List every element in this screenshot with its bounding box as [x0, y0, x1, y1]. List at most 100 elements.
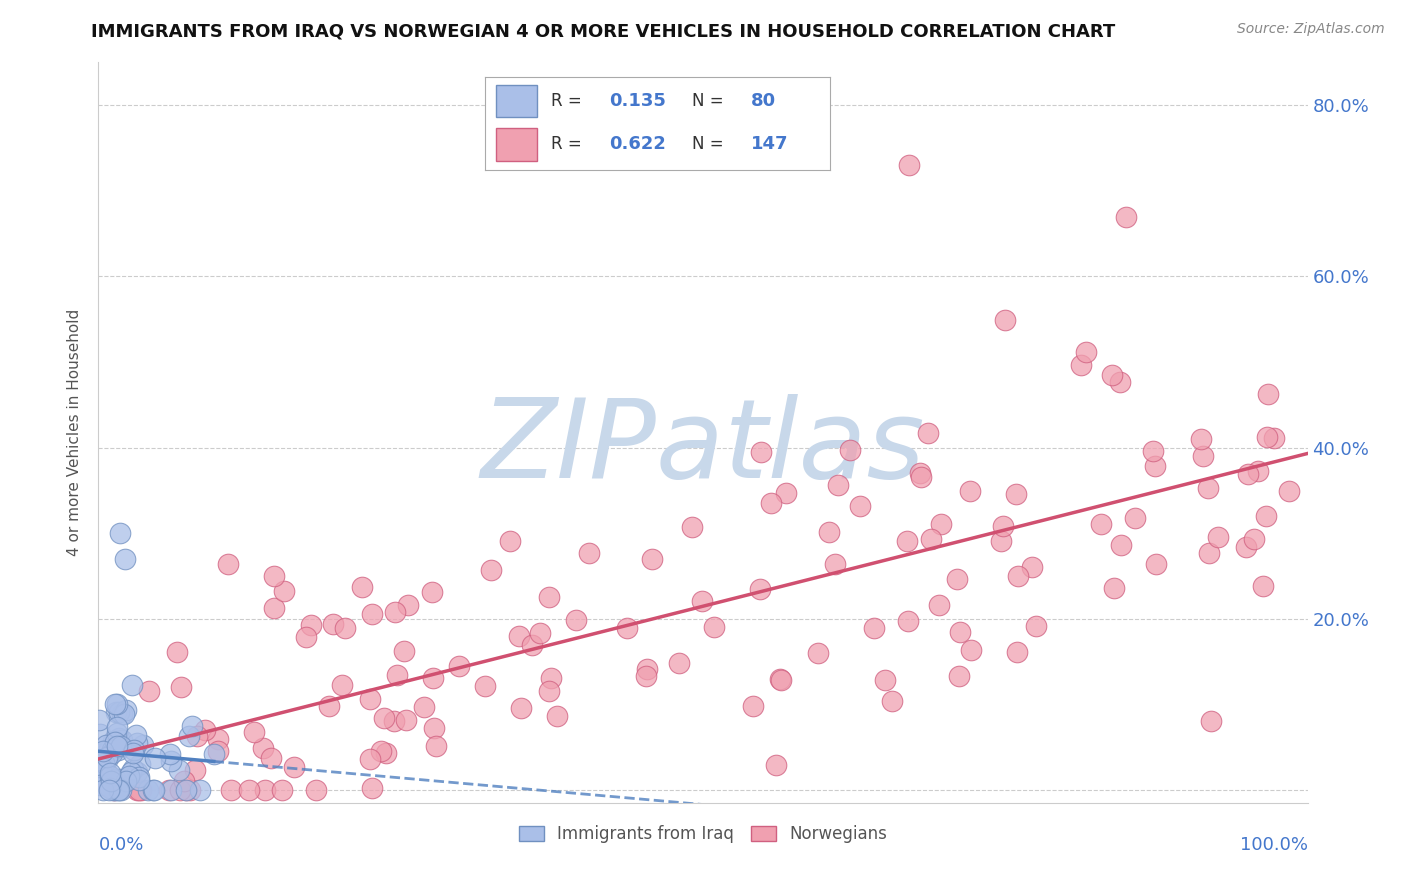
Point: [385, 668, 408, 682]
Point: [920, 532, 942, 546]
Point: [263, 601, 285, 615]
Point: [827, 478, 849, 492]
Point: [142, 783, 165, 797]
Point: [96, 738, 118, 752]
Point: [107, 783, 129, 797]
Point: [100, 772, 122, 787]
Point: [124, 743, 146, 757]
Point: [194, 723, 217, 738]
Point: [1108, 376, 1130, 390]
Point: [219, 783, 242, 797]
Point: [97, 742, 120, 756]
Point: [125, 728, 148, 742]
Point: [105, 720, 128, 734]
Point: [181, 719, 204, 733]
Point: [97, 751, 120, 765]
Point: [157, 783, 180, 797]
Point: [283, 759, 305, 773]
Point: [1123, 510, 1146, 524]
Point: [474, 679, 496, 693]
Point: [238, 783, 260, 797]
Point: [166, 645, 188, 659]
Point: [138, 684, 160, 698]
Point: [863, 621, 886, 635]
Point: [305, 783, 328, 797]
Point: [949, 624, 972, 639]
Point: [1142, 443, 1164, 458]
Text: Source: ZipAtlas.com: Source: ZipAtlas.com: [1237, 22, 1385, 37]
Point: [91, 744, 114, 758]
Point: [184, 763, 207, 777]
Point: [1004, 487, 1026, 501]
Point: [994, 312, 1017, 326]
Point: [897, 614, 920, 628]
Point: [1197, 481, 1219, 495]
Point: [873, 673, 896, 688]
Point: [1074, 345, 1097, 359]
Point: [818, 524, 841, 539]
Point: [824, 557, 846, 571]
Point: [425, 739, 447, 754]
Point: [508, 630, 530, 644]
Point: [122, 746, 145, 760]
Point: [359, 752, 381, 766]
Point: [110, 739, 132, 754]
Point: [537, 683, 560, 698]
Point: [910, 466, 932, 480]
Point: [636, 662, 658, 676]
Point: [114, 773, 136, 788]
Point: [748, 582, 770, 597]
Point: [169, 763, 191, 777]
Point: [131, 738, 153, 752]
Point: [89, 778, 111, 792]
Point: [1256, 509, 1278, 524]
Point: [118, 769, 141, 783]
Point: [359, 692, 381, 706]
Point: [761, 496, 783, 510]
Point: [1101, 368, 1123, 382]
Point: [1090, 517, 1112, 532]
Point: [108, 705, 131, 719]
Point: [641, 552, 664, 566]
Point: [896, 533, 918, 548]
Point: [928, 598, 950, 612]
Point: [145, 751, 167, 765]
Text: ZIPatlas: ZIPatlas: [481, 394, 925, 501]
Point: [128, 773, 150, 788]
Point: [1143, 459, 1166, 474]
Point: [98, 780, 121, 795]
Point: [103, 783, 125, 797]
Point: [125, 783, 148, 797]
Point: [1007, 645, 1029, 659]
Point: [128, 770, 150, 784]
Point: [273, 584, 295, 599]
Point: [110, 779, 132, 793]
Point: [104, 779, 127, 793]
Point: [520, 639, 543, 653]
Point: [108, 526, 131, 541]
Point: [108, 772, 131, 787]
Point: [104, 697, 127, 711]
Point: [101, 746, 124, 760]
Point: [295, 630, 318, 644]
Point: [703, 620, 725, 634]
Point: [136, 783, 159, 797]
Point: [751, 444, 773, 458]
Point: [1144, 557, 1167, 571]
Point: [87, 753, 110, 767]
Point: [160, 783, 183, 797]
Point: [807, 646, 830, 660]
Point: [98, 783, 121, 797]
Point: [990, 534, 1012, 549]
Point: [1102, 581, 1125, 595]
Point: [91, 759, 114, 773]
Point: [1206, 530, 1229, 544]
Point: [143, 783, 166, 797]
Point: [169, 680, 191, 694]
Point: [449, 659, 471, 673]
Point: [374, 747, 396, 761]
Point: [97, 780, 120, 794]
Point: [120, 765, 142, 780]
Point: [330, 678, 353, 692]
Point: [108, 731, 131, 745]
